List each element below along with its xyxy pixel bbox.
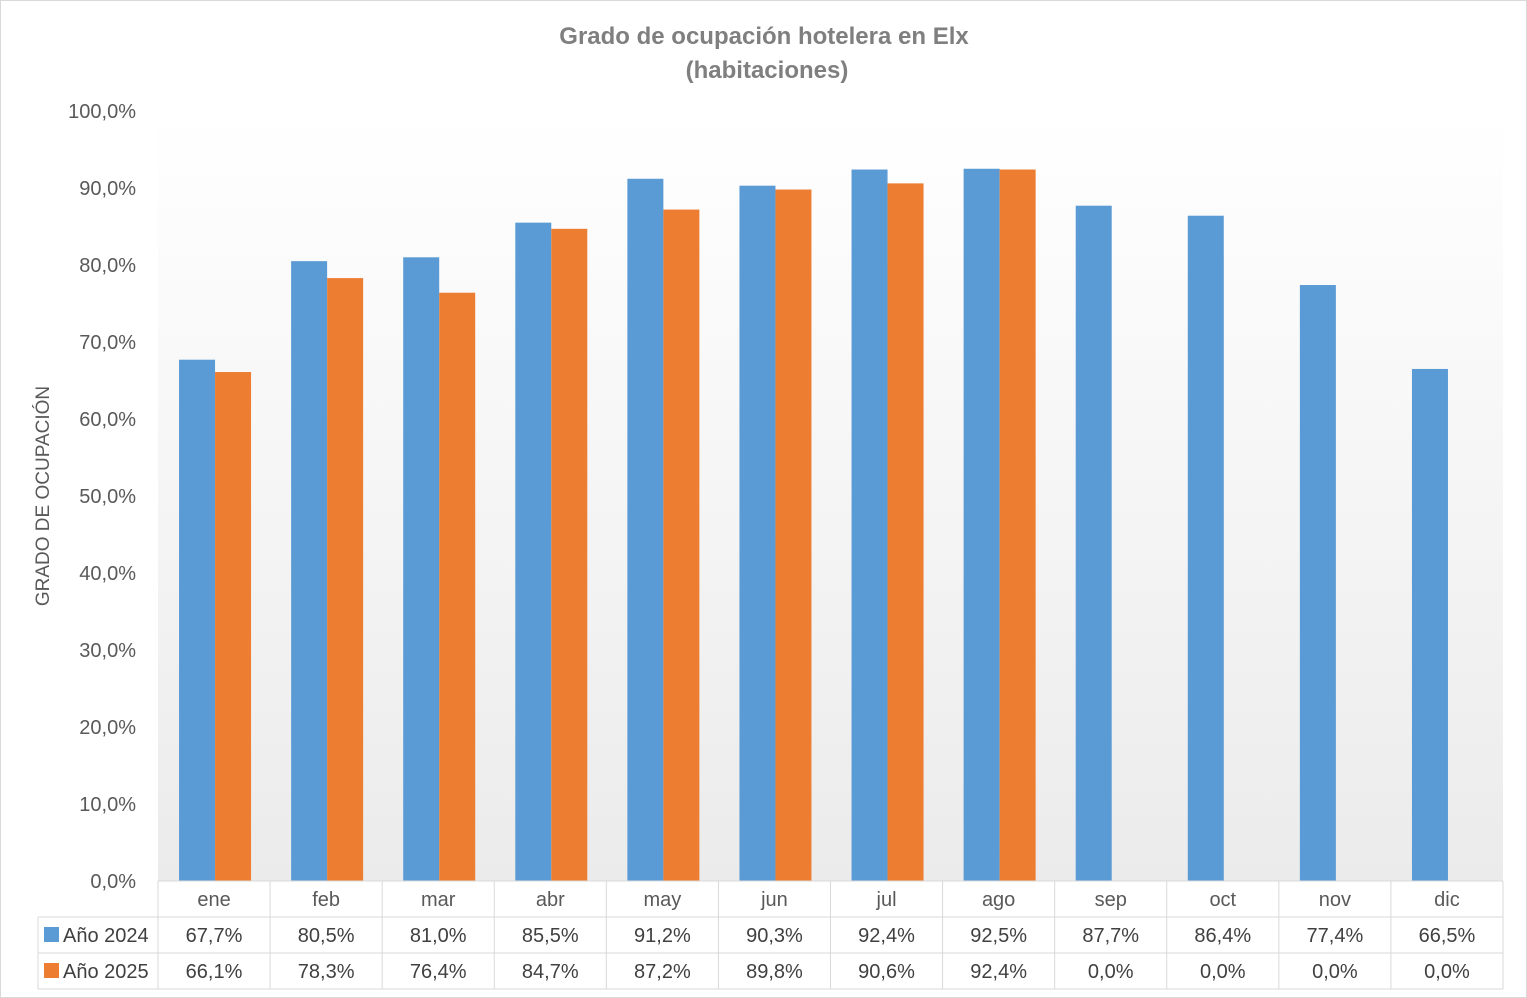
- bar-series-2-feb: [327, 278, 364, 882]
- table-cell: 91,2%: [634, 925, 691, 947]
- bar-series-1-feb: [291, 261, 328, 881]
- y-tick-label: 0,0%: [90, 871, 136, 893]
- table-cell: 87,2%: [634, 961, 691, 983]
- bar-series-1-jul: [851, 169, 888, 881]
- chart-subtitle: (habitaciones): [686, 57, 849, 84]
- x-tick-label: mar: [421, 889, 456, 911]
- bar-series-2-ago: [999, 169, 1036, 881]
- table-cell: 90,3%: [746, 925, 803, 947]
- y-tick-label: 20,0%: [79, 717, 136, 739]
- y-axis-ticks: 0,0% 10,0% 20,0% 30,0% 40,0% 50,0% 60,0% 70,0% 8…: [68, 101, 136, 893]
- y-tick-label: 70,0%: [79, 332, 136, 354]
- x-tick-label: nov: [1319, 889, 1351, 911]
- x-tick-label: jun: [760, 889, 788, 911]
- x-tick-label: jul: [876, 889, 897, 911]
- table-cell: 92,5%: [970, 925, 1027, 947]
- table-cell: 67,7%: [186, 925, 243, 947]
- legend-label: Año 2024: [63, 925, 149, 947]
- x-tick-label: ene: [197, 889, 230, 911]
- bar-series-1-ene: [179, 359, 216, 882]
- y-tick-label: 60,0%: [79, 409, 136, 431]
- bars: [179, 168, 1448, 882]
- table-cell: 0,0%: [1088, 961, 1134, 983]
- table-cell: 92,4%: [858, 925, 915, 947]
- table-cell: 81,0%: [410, 925, 467, 947]
- table-cell: 92,4%: [970, 961, 1027, 983]
- legend-swatch: [44, 963, 59, 978]
- y-tick-label: 80,0%: [79, 255, 136, 277]
- table-cell: 89,8%: [746, 961, 803, 983]
- y-tick-label: 90,0%: [79, 178, 136, 200]
- bar-series-1-sep: [1075, 205, 1112, 881]
- bar-series-2-ene: [215, 372, 252, 881]
- table-cell: 76,4%: [410, 961, 467, 983]
- bar-series-2-jun: [775, 189, 812, 882]
- bar-series-1-may: [627, 178, 664, 881]
- data-table: ene feb mar abr may jun jul ago sep oct nov dic Año …: [37, 880, 1504, 990]
- y-tick-label: 40,0%: [79, 563, 136, 585]
- y-tick-label: 50,0%: [79, 486, 136, 508]
- table-cell: 77,4%: [1307, 925, 1364, 947]
- table-cell: 87,7%: [1082, 925, 1139, 947]
- legend-label: Año 2025: [63, 961, 149, 983]
- bar-series-2-may: [663, 209, 700, 881]
- bar-series-1-nov: [1299, 285, 1336, 881]
- table-cell: 86,4%: [1194, 925, 1251, 947]
- bar-series-2-abr: [551, 228, 588, 881]
- table-cell: 66,5%: [1419, 925, 1476, 947]
- table-cell: 78,3%: [298, 961, 355, 983]
- x-tick-label: sep: [1095, 889, 1127, 911]
- x-tick-label: ago: [982, 889, 1015, 911]
- table-cell: 0,0%: [1424, 961, 1470, 983]
- bar-series-2-mar: [439, 292, 476, 882]
- bar-series-1-ago: [963, 168, 1000, 881]
- y-tick-label: 30,0%: [79, 640, 136, 662]
- plot-area: [158, 111, 1503, 881]
- table-cell: 84,7%: [522, 961, 579, 983]
- table-cell: 66,1%: [186, 961, 243, 983]
- y-tick-label: 10,0%: [79, 794, 136, 816]
- table-cell: 80,5%: [298, 925, 355, 947]
- x-tick-label: feb: [312, 889, 340, 911]
- table-cell: 90,6%: [858, 961, 915, 983]
- bar-series-1-oct: [1187, 215, 1224, 882]
- legend-swatch: [44, 927, 59, 942]
- y-axis-title: GRADO DE OCUPACIÓN: [32, 386, 54, 606]
- table-cell: 0,0%: [1312, 961, 1358, 983]
- bar-series-1-mar: [403, 257, 440, 881]
- bar-series-1-jun: [739, 185, 776, 881]
- bar-series-1-dic: [1411, 368, 1448, 881]
- chart-title: Grado de ocupación hotelera en Elx: [559, 23, 969, 50]
- table-cell: 85,5%: [522, 925, 579, 947]
- x-tick-label: may: [643, 889, 681, 911]
- x-tick-label: dic: [1434, 889, 1460, 911]
- bar-series-1-abr: [515, 222, 552, 881]
- bar-series-2-jul: [887, 183, 924, 881]
- y-tick-label: 100,0%: [68, 101, 136, 123]
- x-tick-label: abr: [536, 889, 565, 911]
- x-tick-label: oct: [1209, 889, 1236, 911]
- table-cell: 0,0%: [1200, 961, 1246, 983]
